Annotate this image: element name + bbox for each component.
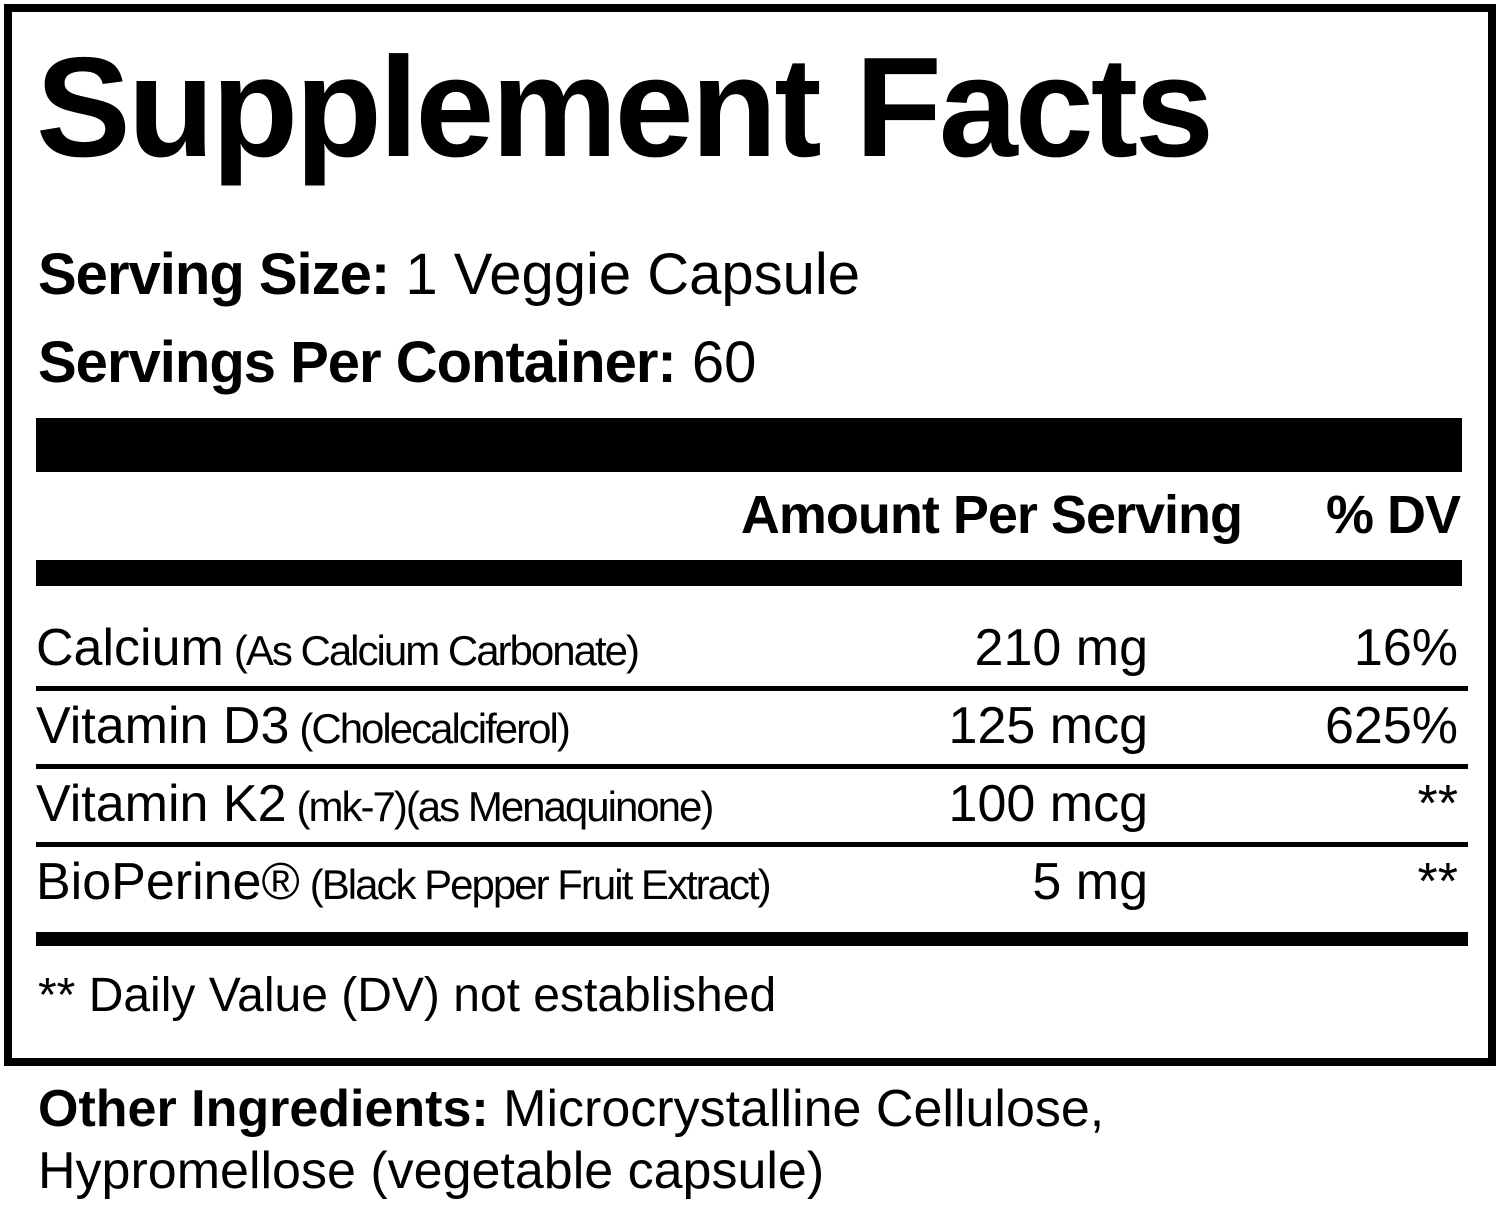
amount-header: Amount Per Serving <box>740 485 1243 545</box>
ingredient-detail: (As Calcium Carbonate) <box>233 627 640 674</box>
serving-size-label: Serving Size: <box>38 242 390 307</box>
dv-header: % DV <box>1325 485 1461 545</box>
ingredient-row: Calcium (As Calcium Carbonate) <box>36 616 640 683</box>
label-border <box>4 4 1496 1066</box>
daily-value: ** <box>1417 775 1458 833</box>
ingredient-row: Vitamin K2 (mk-7)(as Menaquinone) <box>36 772 715 839</box>
serving-size: Serving Size: 1 Veggie Capsule <box>38 240 860 310</box>
row-divider <box>36 842 1468 847</box>
amount: 5 mg <box>1032 853 1148 911</box>
ingredient-name: Calcium <box>36 619 224 677</box>
servings-label: Servings Per Container: <box>38 330 677 395</box>
ingredient-row: Vitamin D3 (Cholecalciferol) <box>36 694 571 761</box>
daily-value: 625% <box>1325 697 1458 755</box>
ingredient-name: Vitamin D3 <box>36 697 290 755</box>
header-bar <box>36 560 1462 586</box>
title: Supplement Facts <box>36 28 1214 187</box>
amount: 125 mcg <box>948 697 1148 755</box>
daily-value: ** <box>1417 853 1458 911</box>
other-ingredients: Other Ingredients: Microcrystalline Cell… <box>38 1078 1308 1202</box>
ingredient-name: BioPerine® <box>36 853 300 911</box>
other-value: Microcrystalline Cellulose, Hypromellose… <box>38 1080 1105 1200</box>
amount: 210 mg <box>974 619 1148 677</box>
row-divider <box>36 764 1468 769</box>
ingredient-detail: (Black Pepper Fruit Extract) <box>309 861 772 908</box>
ingredient-row: BioPerine® (Black Pepper Fruit Extract) <box>36 850 772 917</box>
ingredient-detail: (Cholecalciferol) <box>299 705 570 752</box>
serving-size-value: 1 Veggie Capsule <box>405 242 861 307</box>
ingredient-name: Vitamin K2 <box>36 775 287 833</box>
thick-bar <box>36 418 1462 472</box>
row-divider <box>36 686 1468 691</box>
footnote: ** Daily Value (DV) not established <box>38 969 777 1022</box>
servings-per-container: Servings Per Container: 60 <box>38 328 756 398</box>
bottom-bar <box>36 932 1468 946</box>
amount: 100 mcg <box>948 775 1148 833</box>
servings-value: 60 <box>691 330 757 395</box>
ingredient-detail: (mk-7)(as Menaquinone) <box>296 783 715 830</box>
daily-value: 16% <box>1353 619 1458 677</box>
other-label: Other Ingredients: <box>38 1080 489 1138</box>
